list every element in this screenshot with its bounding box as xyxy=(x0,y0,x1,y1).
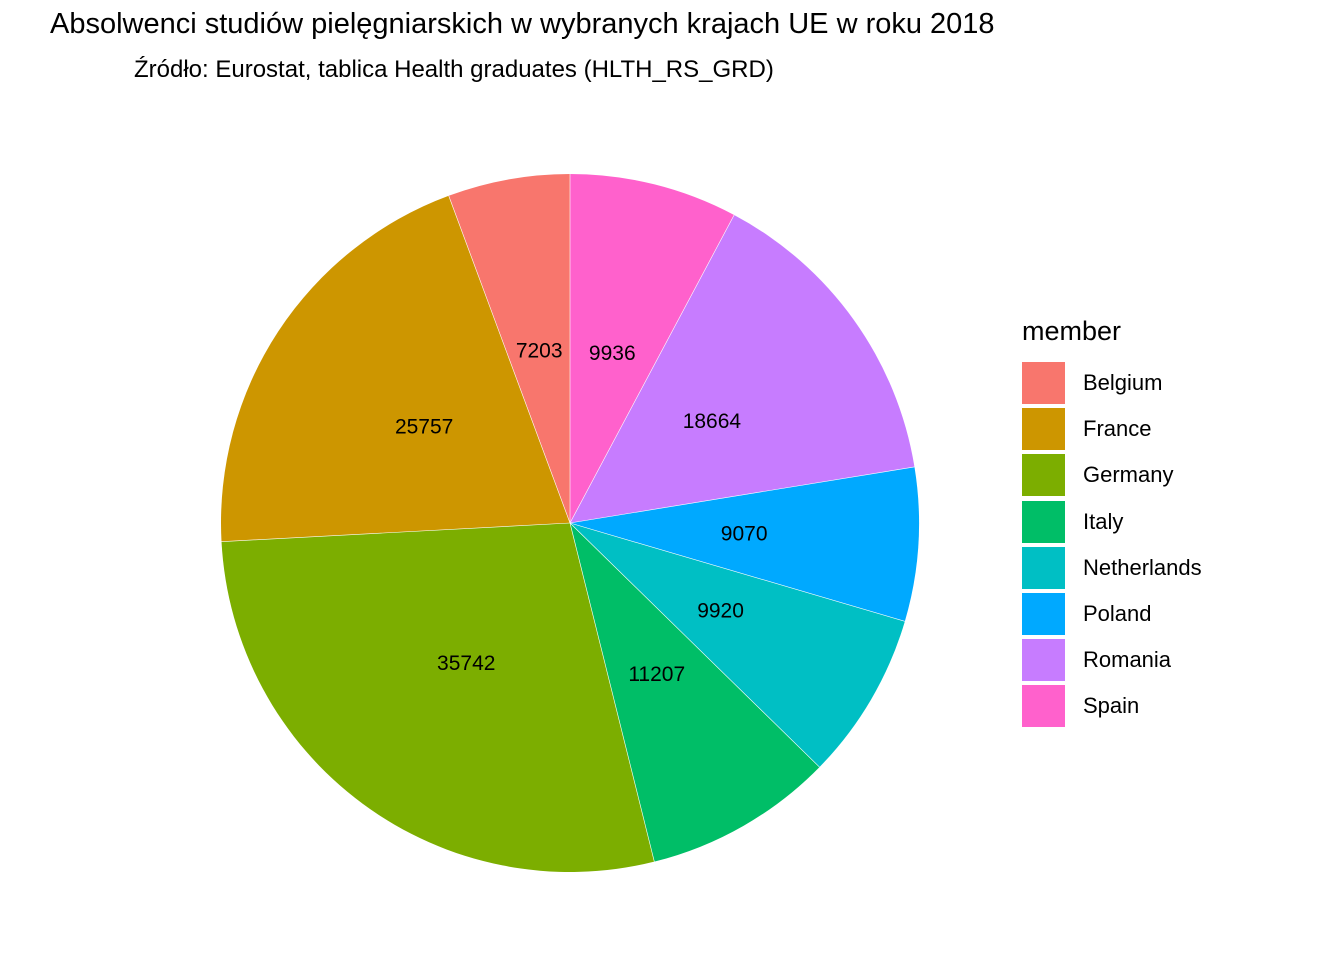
pie-value-labels: 7203 25757 35742 11207 9920 9070 18664 9936 xyxy=(395,340,768,686)
legend-item-belgium: Belgium xyxy=(1022,360,1202,406)
legend-item-spain: Spain xyxy=(1022,683,1202,729)
value-label-france: 25757 xyxy=(395,416,453,439)
slice-separator xyxy=(569,466,915,524)
chart-subtitle: Źródło: Eurostat, tablica Health graduat… xyxy=(134,56,774,83)
legend-swatch xyxy=(1022,546,1065,589)
value-label-spain: 9936 xyxy=(589,342,636,365)
legend: member Belgium France Germany Italy Netherla… xyxy=(1022,316,1202,730)
legend-swatch xyxy=(1022,362,1065,405)
legend-item-poland: Poland xyxy=(1022,591,1202,637)
legend-item-romania: Romania xyxy=(1022,637,1202,683)
chart-title: Absolwenci studiów pielęgniarskich w wyb… xyxy=(50,8,995,40)
legend-label: Spain xyxy=(1083,693,1140,719)
legend-label: Germany xyxy=(1083,462,1174,488)
legend-items: Belgium France Germany Italy Netherlands Pola… xyxy=(1022,360,1202,730)
legend-label: Poland xyxy=(1083,601,1152,627)
legend-item-italy: Italy xyxy=(1022,499,1202,545)
value-label-italy: 11207 xyxy=(628,663,685,686)
pie-slice-germany xyxy=(221,523,655,872)
pie-slice-netherlands xyxy=(570,523,905,768)
pie-slice-romania xyxy=(570,215,915,523)
legend-label: France xyxy=(1083,416,1152,442)
value-label-germany: 35742 xyxy=(437,652,495,675)
legend-item-germany: Germany xyxy=(1022,452,1202,498)
slice-separator xyxy=(448,195,571,524)
value-label-belgium: 7203 xyxy=(516,340,563,363)
legend-swatch xyxy=(1022,500,1065,543)
slice-separator xyxy=(221,522,571,542)
legend-label: Belgium xyxy=(1083,370,1163,396)
pie-slice-france xyxy=(220,195,571,542)
pie-slice-spain xyxy=(570,174,735,523)
legend-item-france: France xyxy=(1022,406,1202,452)
pie-slices xyxy=(220,174,919,872)
legend-label: Netherlands xyxy=(1083,554,1202,580)
legend-label: Italy xyxy=(1083,508,1124,534)
pie-slice-italy xyxy=(570,523,820,862)
legend-swatch xyxy=(1022,593,1065,636)
value-label-romania: 18664 xyxy=(683,410,742,433)
pie-slice-belgium xyxy=(448,174,570,523)
pie-slice-poland xyxy=(570,466,919,622)
legend-item-netherlands: Netherlands xyxy=(1022,545,1202,591)
slice-separator xyxy=(569,522,905,622)
slice-separator xyxy=(569,214,735,524)
legend-swatch xyxy=(1022,639,1065,682)
value-label-netherlands: 9920 xyxy=(697,600,744,623)
value-label-poland: 9070 xyxy=(721,522,768,545)
slice-separator xyxy=(569,522,655,862)
legend-swatch xyxy=(1022,454,1065,497)
legend-label: Romania xyxy=(1083,647,1172,673)
legend-swatch xyxy=(1022,408,1065,451)
legend-swatch xyxy=(1022,685,1065,728)
slice-separator xyxy=(569,522,820,768)
legend-title: member xyxy=(1022,316,1122,346)
